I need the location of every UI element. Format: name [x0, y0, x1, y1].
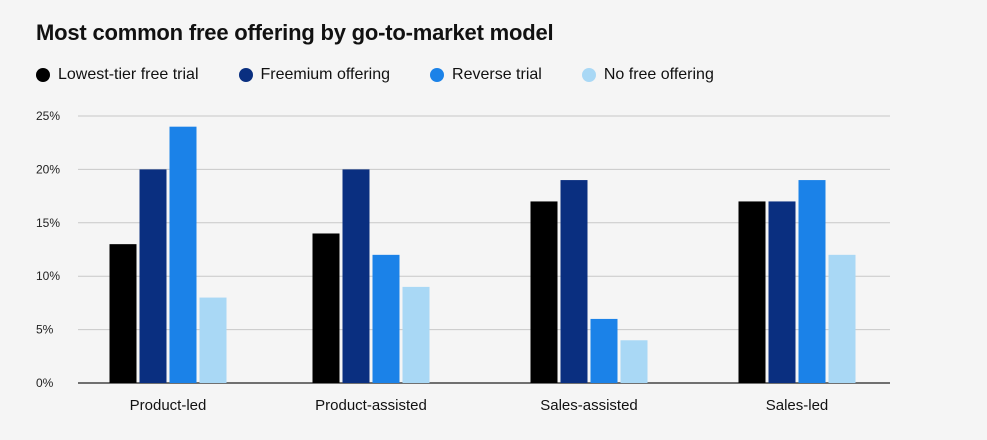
bar-freemium-offering: [560, 180, 588, 383]
x-category-label: Sales-led: [766, 397, 829, 414]
legend-label-no-free: No free offering: [603, 66, 714, 83]
legend-label-reverse-trial: Reverse trial: [452, 66, 542, 83]
legend-item-no-free: No free offering: [581, 66, 714, 84]
x-category-label: Product-assisted: [315, 397, 427, 414]
bar-reverse-trial: [372, 254, 400, 383]
bar-freemium-offering: [768, 201, 796, 383]
y-tick-label: 20%: [36, 162, 60, 176]
chart-legend: Lowest-tier free trial Freemium offering…: [36, 66, 754, 84]
y-tick-label: 10%: [36, 269, 60, 283]
y-tick-label: 15%: [36, 216, 60, 230]
y-tick-label: 5%: [36, 323, 54, 337]
legend-item-lowest-tier: Lowest-tier free trial: [36, 66, 199, 84]
chart-title: Most common free offering by go-to-marke…: [36, 20, 554, 45]
bar-no-free-offering: [828, 254, 856, 383]
y-tick-label: 0%: [36, 376, 54, 390]
bar-freemium-offering: [342, 169, 370, 383]
legend-swatch-freemium: [238, 68, 253, 82]
bar-reverse-trial: [798, 180, 826, 383]
x-category-label: Product-led: [130, 397, 207, 414]
legend-swatch-lowest-tier: [36, 68, 50, 82]
legend-label-freemium: Freemium offering: [260, 66, 391, 83]
legend-item-reverse-trial: Reverse trial: [430, 66, 542, 84]
bar-lowest-tier-free-trial: [109, 244, 137, 383]
bar-reverse-trial: [590, 318, 618, 383]
legend-item-freemium: Freemium offering: [238, 66, 391, 84]
legend-label-lowest-tier: Lowest-tier free trial: [58, 66, 199, 83]
bar-lowest-tier-free-trial: [312, 233, 340, 383]
y-tick-label: 25%: [36, 109, 60, 123]
legend-swatch-no-free: [581, 68, 596, 82]
bar-no-free-offering: [199, 297, 227, 383]
x-category-label: Sales-assisted: [540, 397, 638, 414]
bar-lowest-tier-free-trial: [738, 201, 766, 383]
bar-freemium-offering: [139, 169, 167, 383]
bar-no-free-offering: [620, 340, 648, 383]
legend-swatch-reverse-trial: [430, 68, 445, 82]
bar-reverse-trial: [169, 126, 197, 384]
bar-no-free-offering: [402, 286, 430, 383]
bar-lowest-tier-free-trial: [530, 201, 558, 383]
